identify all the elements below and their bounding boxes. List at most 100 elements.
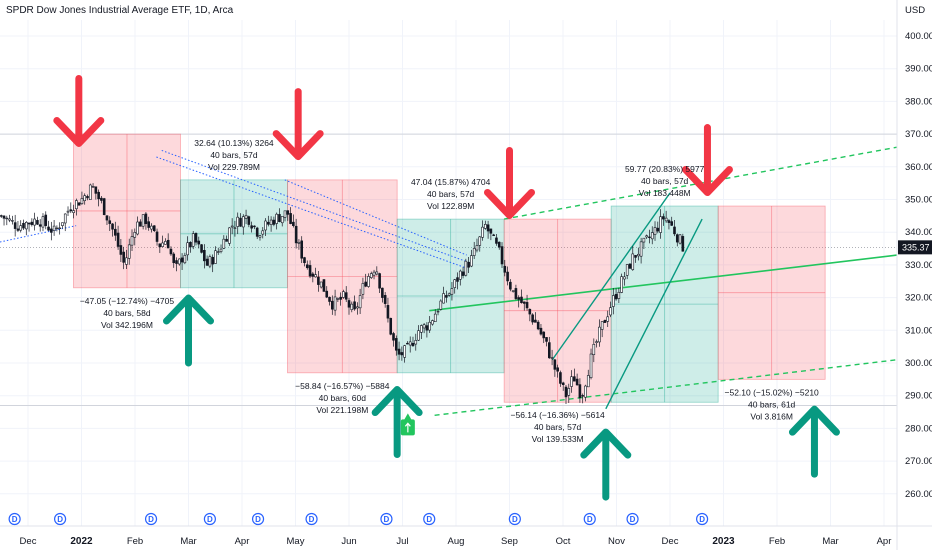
candle-body bbox=[44, 214, 48, 226]
candle-body bbox=[675, 234, 679, 243]
candle-body bbox=[50, 228, 53, 233]
y-tick-label: 340.00 bbox=[905, 227, 932, 238]
candle-body bbox=[305, 264, 309, 269]
candle-body bbox=[11, 220, 14, 222]
chart-title: SPDR Dow Jones Industrial Average ETF, 1… bbox=[6, 5, 234, 16]
candle-body bbox=[517, 297, 521, 300]
candle-body bbox=[472, 248, 476, 256]
dividend-marker: D bbox=[508, 512, 521, 526]
candle-body bbox=[358, 295, 362, 309]
candle-body bbox=[325, 290, 329, 298]
candle-body bbox=[97, 191, 100, 200]
candle-body bbox=[319, 281, 323, 288]
dividend-marker-label: D bbox=[630, 515, 636, 524]
candle-body bbox=[13, 222, 17, 229]
candle-body bbox=[177, 258, 181, 265]
dividend-marker-circle bbox=[305, 512, 318, 526]
candle-body bbox=[539, 327, 543, 335]
measurement-label: Vol 3.816M bbox=[750, 411, 793, 421]
candle-body bbox=[58, 227, 61, 230]
candle-body bbox=[573, 376, 576, 382]
dividend-marker: D bbox=[583, 512, 596, 526]
candle-body bbox=[420, 325, 423, 333]
y-tick-label: 270.00 bbox=[905, 456, 932, 467]
candle-body bbox=[417, 330, 420, 341]
candle-body bbox=[598, 326, 601, 343]
candle-body bbox=[650, 232, 654, 240]
measurement-label: 40 bars, 57d bbox=[427, 189, 475, 199]
candle-body bbox=[637, 253, 640, 257]
candle-body bbox=[311, 273, 315, 277]
measurement-label: −58.84 (−16.57%) −5884 bbox=[295, 381, 390, 391]
measurement-label: Vol 229.789M bbox=[208, 162, 260, 172]
measurement-label: Vol 183.448M bbox=[639, 188, 691, 198]
candle-body bbox=[525, 302, 529, 309]
measurement-boxes bbox=[73, 133, 826, 403]
candle-body bbox=[620, 276, 623, 293]
candle-body bbox=[261, 230, 265, 235]
candle-body bbox=[589, 353, 593, 379]
candle-body bbox=[105, 215, 109, 221]
dividend-marker-label: D bbox=[512, 515, 518, 524]
candle-body bbox=[169, 248, 173, 255]
candle-body bbox=[578, 384, 582, 399]
dividend-marker: D bbox=[695, 512, 709, 526]
candle-body bbox=[506, 271, 509, 282]
candle-body bbox=[247, 216, 251, 225]
candle-body bbox=[222, 238, 226, 249]
candle-body bbox=[531, 314, 534, 323]
candle-body bbox=[667, 220, 671, 223]
candle-body bbox=[609, 307, 612, 316]
candle-body bbox=[653, 227, 657, 235]
y-tick-label: 390.00 bbox=[905, 64, 932, 75]
candle-body bbox=[442, 293, 445, 304]
dividend-marker-label: D bbox=[699, 515, 705, 524]
dividend-marker-circle bbox=[423, 512, 436, 526]
candle-body bbox=[383, 295, 387, 304]
candle-body bbox=[80, 198, 84, 204]
candle-body bbox=[514, 288, 518, 299]
candle-body bbox=[428, 321, 431, 331]
candle-body bbox=[219, 248, 223, 252]
candle-body bbox=[422, 324, 426, 329]
measurement-label: 40 bars, 57d bbox=[210, 150, 258, 160]
measurement-label: −47.05 (−12.74%) −4705 bbox=[80, 296, 175, 306]
arrow-up-green-head bbox=[580, 428, 632, 459]
arrow-up-green-head bbox=[788, 405, 840, 436]
candle-body bbox=[617, 291, 621, 299]
candle-body bbox=[225, 238, 228, 242]
candle-body bbox=[317, 276, 320, 285]
dividend-marker: D bbox=[380, 512, 393, 526]
dividend-marker-label: D bbox=[148, 515, 154, 524]
candle-body bbox=[489, 228, 493, 234]
candle-body bbox=[239, 217, 242, 227]
candle-body bbox=[645, 235, 648, 238]
candle-body bbox=[464, 260, 468, 276]
candle-body bbox=[564, 386, 568, 398]
trend-line-green bbox=[429, 254, 898, 312]
candle-body bbox=[333, 296, 337, 311]
candle-body bbox=[258, 235, 262, 238]
candle-body bbox=[592, 344, 596, 355]
y-tick-label: 330.00 bbox=[905, 260, 932, 271]
measurement-label: 47.04 (15.87%) 4704 bbox=[411, 177, 491, 187]
candle-body bbox=[136, 221, 139, 235]
candle-body bbox=[208, 256, 212, 267]
dividend-marker-circle bbox=[203, 512, 216, 526]
candle-body bbox=[77, 202, 81, 206]
candle-body bbox=[191, 233, 195, 247]
candle-body bbox=[24, 221, 28, 230]
candle-body bbox=[303, 257, 306, 264]
candle-body bbox=[292, 221, 295, 226]
candle-body bbox=[55, 227, 59, 230]
signal-marker-tip bbox=[403, 413, 412, 421]
dividend-marker: D bbox=[305, 512, 318, 526]
measurement-label: 59.77 (20.83%) 5977 bbox=[625, 164, 705, 174]
candle-body bbox=[503, 265, 507, 273]
dividend-marker: D bbox=[423, 512, 436, 526]
candle-body bbox=[673, 226, 676, 235]
candle-body bbox=[241, 216, 245, 228]
arrow-down-red-head bbox=[53, 117, 105, 148]
candle-body bbox=[642, 237, 646, 243]
dotted-trend-line bbox=[156, 156, 467, 269]
